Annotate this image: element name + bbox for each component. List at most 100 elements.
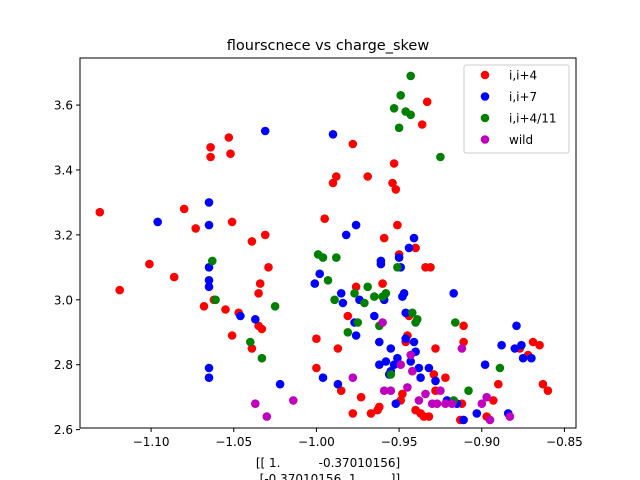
data-point	[510, 344, 520, 353]
data-point	[246, 337, 255, 347]
data-point	[379, 233, 389, 243]
data-point	[330, 295, 339, 305]
data-point	[482, 392, 492, 402]
data-point	[310, 279, 320, 288]
legend-marker	[480, 92, 490, 101]
legend-item: i,i+4	[480, 68, 537, 82]
data-point	[489, 396, 498, 405]
data-point	[411, 243, 420, 253]
data-point	[257, 324, 267, 334]
data-point	[145, 259, 154, 269]
data-point	[459, 415, 468, 425]
data-point	[399, 289, 409, 298]
data-point	[386, 386, 396, 396]
data-point	[424, 363, 434, 373]
data-point	[408, 366, 417, 376]
data-point	[328, 178, 338, 188]
data-point	[376, 259, 386, 269]
data-point	[378, 318, 387, 327]
data-point	[401, 334, 411, 344]
data-point	[348, 139, 358, 149]
chart-title: flourscnece vs charge_skew	[227, 38, 430, 54]
data-point	[260, 126, 270, 136]
data-point	[416, 373, 425, 383]
data-point	[396, 91, 406, 100]
y-tick-label: 3.6	[54, 99, 73, 113]
data-point	[227, 331, 237, 340]
data-point	[204, 276, 214, 285]
axes-frame	[79, 57, 577, 429]
data-point	[343, 328, 353, 337]
data-point	[480, 360, 490, 370]
data-point	[247, 344, 257, 353]
data-point	[221, 305, 230, 314]
data-point	[348, 373, 358, 383]
legend-marker	[480, 113, 490, 123]
data-point	[199, 302, 209, 311]
data-point	[350, 289, 359, 298]
data-point	[543, 386, 553, 396]
data-point	[401, 308, 411, 318]
data-point	[414, 396, 424, 405]
data-point	[348, 409, 358, 418]
data-point	[251, 315, 260, 324]
data-point	[485, 415, 495, 425]
data-point	[251, 399, 260, 409]
data-point	[336, 289, 346, 298]
series-4	[251, 318, 515, 425]
data-point	[432, 399, 442, 409]
data-point	[363, 172, 373, 181]
data-point	[518, 353, 528, 363]
legend-label: wild	[509, 133, 533, 147]
data-point	[227, 217, 237, 227]
x-axis-label-line-1: [[ 1. -0.37010156]	[256, 456, 400, 470]
data-point	[353, 318, 363, 327]
data-point	[360, 298, 369, 308]
data-point	[459, 337, 468, 347]
data-point	[424, 412, 434, 421]
data-point	[431, 376, 440, 386]
x-tick-label: −1.05	[215, 435, 252, 449]
data-point	[328, 130, 338, 139]
data-point	[315, 269, 325, 279]
data-point	[378, 279, 387, 288]
data-point	[370, 311, 379, 321]
data-point	[409, 337, 419, 347]
data-point	[204, 282, 214, 292]
y-axis: 2.6 2.8 3.0 3.2 3.4 3.6	[54, 99, 80, 437]
data-point	[169, 272, 179, 282]
data-point	[393, 220, 402, 230]
data-point	[391, 185, 401, 194]
data-point	[406, 71, 416, 81]
data-point	[289, 396, 298, 405]
data-point	[375, 337, 384, 347]
data-point	[398, 389, 407, 399]
data-point	[391, 399, 401, 409]
data-point	[264, 263, 273, 272]
data-point	[404, 243, 414, 253]
data-point	[370, 292, 379, 301]
data-point	[351, 282, 361, 292]
data-point	[211, 295, 220, 305]
data-point	[441, 373, 450, 383]
data-point	[179, 204, 189, 214]
data-point	[204, 263, 214, 272]
legend-box	[463, 64, 570, 154]
data-point	[494, 379, 503, 389]
data-point	[356, 392, 366, 402]
data-point	[236, 311, 245, 321]
data-point	[406, 350, 416, 360]
x-tick-label: −0.85	[546, 435, 583, 449]
data-point	[206, 152, 215, 162]
data-point	[403, 383, 412, 392]
data-point	[447, 399, 457, 409]
data-point	[497, 340, 506, 350]
data-point	[379, 386, 389, 396]
data-point	[393, 353, 402, 363]
data-point	[421, 389, 430, 399]
data-point	[333, 344, 343, 353]
data-point	[375, 402, 384, 412]
x-tick-label: −1.00	[298, 435, 335, 449]
data-point	[204, 198, 214, 207]
